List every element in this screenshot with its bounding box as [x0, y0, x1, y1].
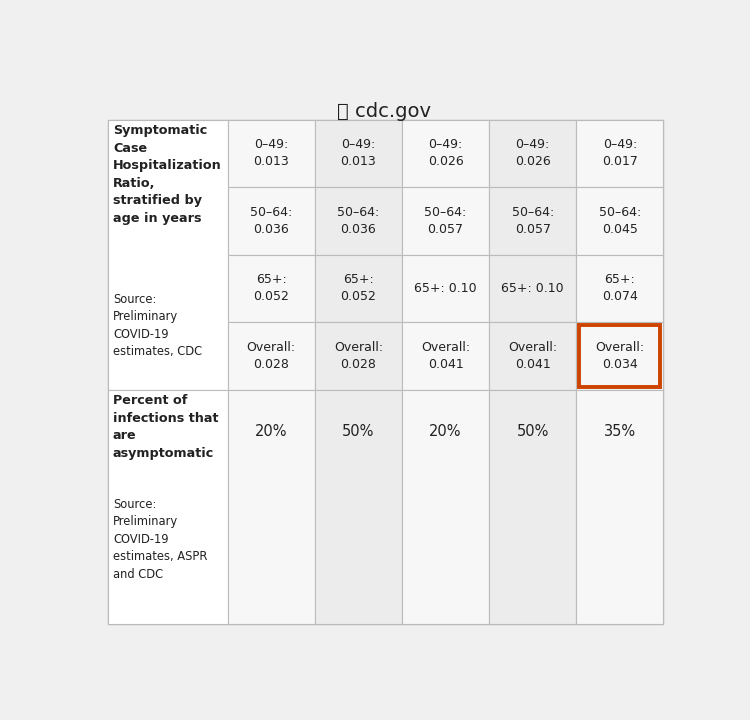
Bar: [108, 120, 228, 390]
Text: Overall:
0.041: Overall: 0.041: [508, 341, 557, 371]
Text: 50–64:
0.057: 50–64: 0.057: [424, 206, 466, 236]
Text: 65+: 0.10: 65+: 0.10: [414, 282, 477, 295]
Text: Overall:
0.041: Overall: 0.041: [421, 341, 470, 371]
Bar: [576, 322, 663, 390]
Text: 50–64:
0.045: 50–64: 0.045: [598, 206, 641, 236]
Bar: [576, 120, 663, 187]
Text: 0–49:
0.026: 0–49: 0.026: [514, 138, 550, 168]
Bar: [402, 255, 489, 322]
Text: Overall:
0.028: Overall: 0.028: [247, 341, 296, 371]
Bar: [315, 322, 402, 390]
Bar: [228, 255, 315, 322]
Bar: [576, 390, 663, 624]
Bar: [228, 187, 315, 255]
Text: 50–64:
0.036: 50–64: 0.036: [338, 206, 380, 236]
Bar: [402, 187, 489, 255]
Text: 65+:
0.052: 65+: 0.052: [254, 274, 290, 303]
Text: 50–64:
0.057: 50–64: 0.057: [512, 206, 554, 236]
Text: 0–49:
0.026: 0–49: 0.026: [427, 138, 464, 168]
Bar: [579, 325, 661, 387]
Bar: [402, 322, 489, 390]
Bar: [576, 255, 663, 322]
Text: Symptomatic
Case
Hospitalization
Ratio,
stratified by
age in years: Symptomatic Case Hospitalization Ratio, …: [113, 124, 222, 225]
Bar: [576, 187, 663, 255]
Bar: [489, 187, 576, 255]
Bar: [489, 390, 576, 624]
Text: 50%: 50%: [517, 424, 549, 439]
Text: 0–49:
0.017: 0–49: 0.017: [602, 138, 638, 168]
Text: 65+:
0.052: 65+: 0.052: [340, 274, 376, 303]
Bar: [315, 187, 402, 255]
Bar: [315, 390, 402, 624]
Bar: [489, 322, 576, 390]
Bar: [228, 322, 315, 390]
Text: 20%: 20%: [255, 424, 287, 439]
Bar: [489, 120, 576, 187]
Bar: [402, 120, 489, 187]
Text: 0–49:
0.013: 0–49: 0.013: [340, 138, 376, 168]
Bar: [228, 120, 315, 187]
Text: 🔒 cdc.gov: 🔒 cdc.gov: [338, 102, 431, 121]
Bar: [315, 120, 402, 187]
Text: Overall:
0.028: Overall: 0.028: [334, 341, 383, 371]
Bar: [108, 390, 228, 624]
Text: 20%: 20%: [429, 424, 462, 439]
Bar: [228, 390, 315, 624]
Bar: [489, 255, 576, 322]
Bar: [315, 255, 402, 322]
Bar: [402, 390, 489, 624]
Text: 50–64:
0.036: 50–64: 0.036: [250, 206, 292, 236]
Text: 35%: 35%: [604, 424, 636, 439]
Text: 65+: 0.10: 65+: 0.10: [501, 282, 564, 295]
Text: 50%: 50%: [342, 424, 374, 439]
Text: Overall:
0.034: Overall: 0.034: [596, 341, 644, 371]
Text: 65+:
0.074: 65+: 0.074: [602, 274, 638, 303]
Text: Source:
Preliminary
COVID-19
estimates, ASPR
and CDC: Source: Preliminary COVID-19 estimates, …: [113, 498, 208, 581]
Text: Percent of
infections that
are
asymptomatic: Percent of infections that are asymptoma…: [113, 394, 218, 459]
Text: 0–49:
0.013: 0–49: 0.013: [254, 138, 289, 168]
Text: Source:
Preliminary
COVID-19
estimates, CDC: Source: Preliminary COVID-19 estimates, …: [113, 292, 202, 358]
